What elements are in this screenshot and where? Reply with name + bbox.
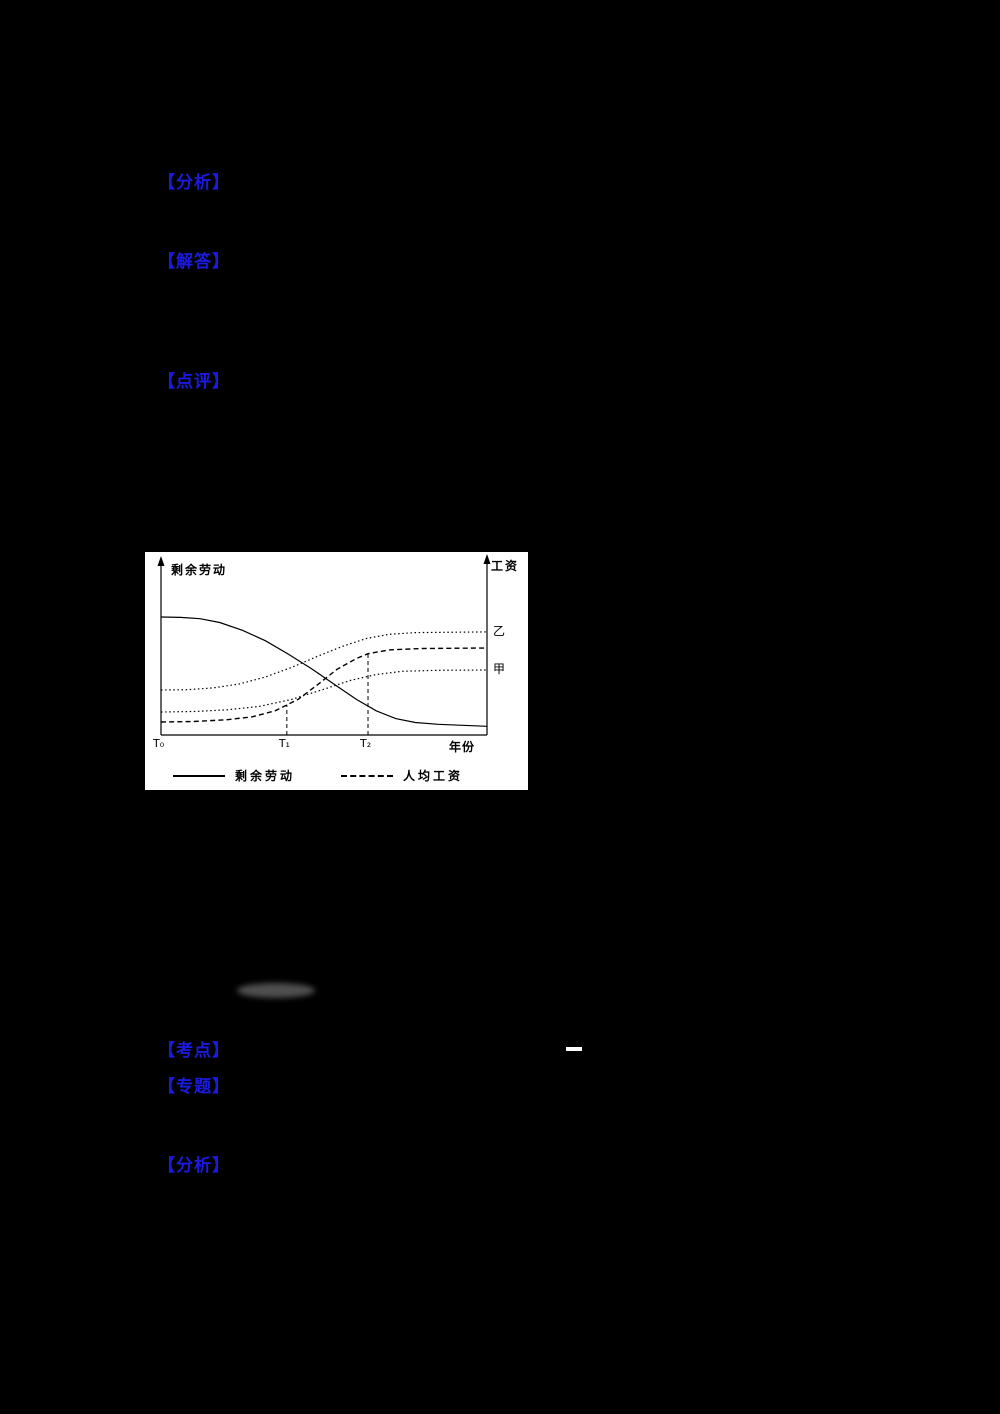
curve-label-jia: 甲 [493, 662, 506, 676]
right-axis-arrow-icon [483, 554, 491, 564]
chart-series-group [160, 616, 488, 735]
curve-label-yi: 乙 [493, 624, 506, 638]
series-dotted [160, 631, 488, 691]
legend-label-per-capita-wage: 人均工资 [403, 769, 464, 783]
right-axis-title: 工资 [491, 559, 520, 573]
legend-solid-line-icon [173, 775, 225, 777]
x-tick-t2: T₂ [360, 737, 372, 750]
chart-legend: 剩余劳动 人均工资 [145, 764, 528, 998]
analysis-label-2: 【分析】 [158, 1156, 230, 1176]
series-dashed [160, 647, 488, 723]
series-solid [160, 616, 488, 727]
topic-label: 【专题】 [158, 1077, 230, 1097]
comment-label: 【点评】 [158, 372, 230, 392]
x-tick-t1: T₁ [278, 737, 290, 750]
legend-dashed-line-icon [341, 775, 393, 777]
series-dotted [160, 669, 488, 713]
analysis-label-1: 【分析】 [158, 173, 230, 193]
smudge-mark [237, 983, 315, 998]
chart-canvas [157, 554, 491, 736]
chart-panel: 剩余劳动 工资 乙 甲 T₀ T₁ T₂ 年份 剩余劳动 人均工资 [145, 552, 528, 998]
legend-label-surplus-labor: 剩余劳动 [235, 769, 296, 783]
left-axis-title: 剩余劳动 [171, 563, 228, 577]
exam-point-label: 【考点】 [158, 1041, 230, 1061]
x-axis-title: 年份 [449, 740, 476, 754]
x-tick-t0: T₀ [153, 737, 165, 750]
answer-label: 【解答】 [158, 252, 230, 272]
left-axis-arrow-icon [157, 556, 165, 566]
highlight-dash [566, 1047, 582, 1051]
